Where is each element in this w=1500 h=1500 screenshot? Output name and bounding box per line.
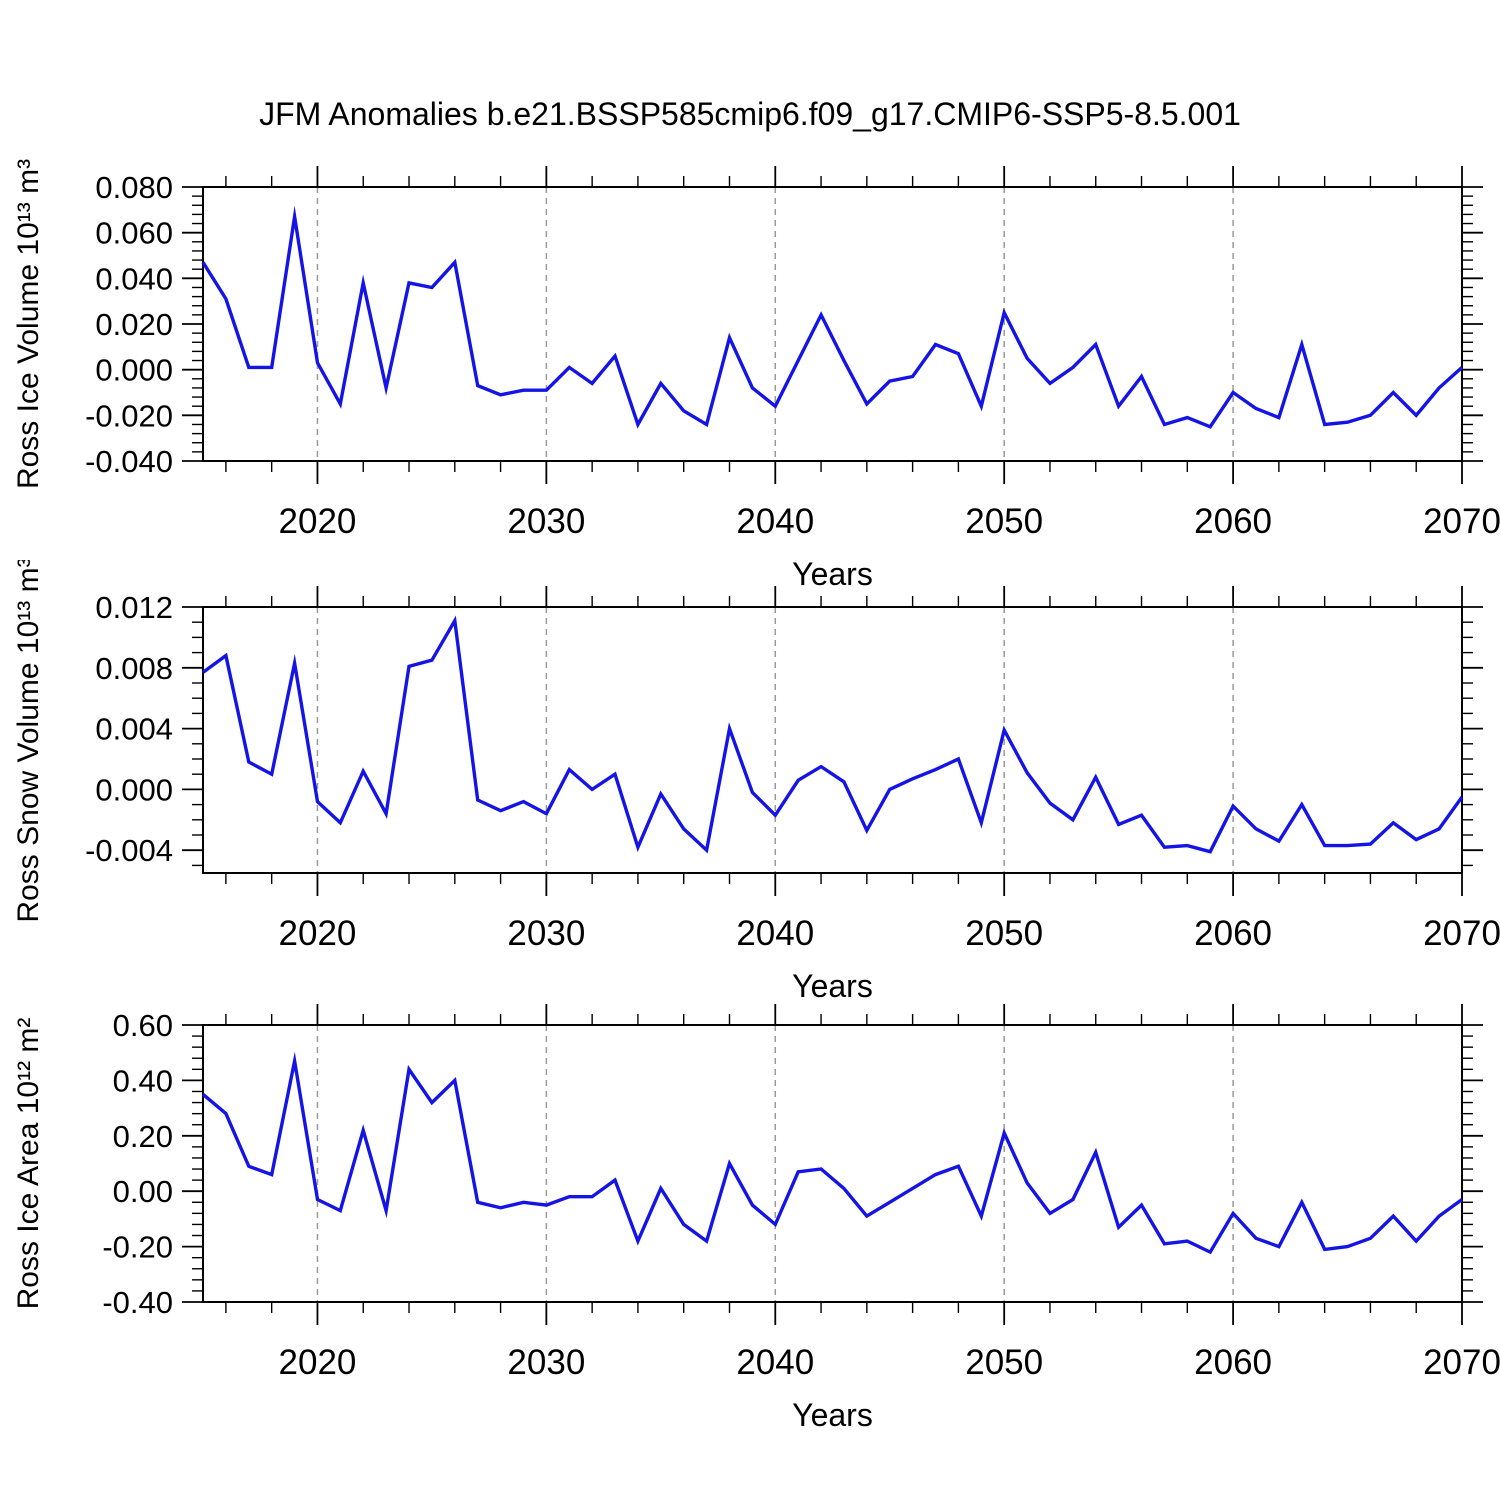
y-tick-label: 0.020 xyxy=(95,307,173,342)
plot-border xyxy=(202,606,1463,874)
x-tick-label: 2060 xyxy=(1194,1343,1272,1382)
ross-ice-area-line xyxy=(201,1051,1463,1255)
x-tick-label: 2040 xyxy=(736,914,814,953)
y-tick-label: 0.012 xyxy=(95,590,173,625)
y-axis-title: Ross Ice Area 10¹² m² xyxy=(12,1018,45,1310)
ross-snow-volume-chart: 0.012 0.008 0.004 0.000 -0.004 2020 2030 2040 20… xyxy=(12,557,1500,1004)
y-tick-label: 0.008 xyxy=(95,651,173,686)
y-tick-label: -0.20 xyxy=(102,1230,173,1265)
x-tick-label: 2030 xyxy=(507,1343,585,1382)
panel-ross-ice-area: 0.60 0.40 0.20 0.00 -0.20 -0.40 2020 2030 2040 20… xyxy=(0,978,1500,1440)
panel-ross-snow-volume: 0.012 0.008 0.004 0.000 -0.004 2020 2030 2040 20… xyxy=(0,557,1500,1022)
ross-ice-volume-chart: 0.080 0.060 0.040 0.020 0.000 -0.020 -0.040 202… xyxy=(12,159,1500,592)
x-tick-label: 2040 xyxy=(736,1343,814,1382)
y-tick-label: -0.020 xyxy=(85,398,173,433)
y-tick-label: 0.20 xyxy=(113,1119,173,1154)
y-tick-label: -0.040 xyxy=(85,444,173,479)
x-tick-label: 2050 xyxy=(965,502,1043,541)
x-tick-label: 2050 xyxy=(965,914,1043,953)
x-axis-title: Years xyxy=(792,556,873,592)
y-tick-label: -0.40 xyxy=(102,1285,173,1320)
y-axis-title: Ross Ice Volume 10¹³ m³ xyxy=(12,159,45,489)
panel-ross-ice-volume: 0.080 0.060 0.040 0.020 0.000 -0.020 -0.040 202… xyxy=(0,140,1500,602)
y-tick-label: 0.080 xyxy=(95,170,173,205)
y-tick-label: 0.000 xyxy=(95,772,173,807)
x-axis-title: Years xyxy=(792,968,873,1004)
x-tick-label: 2070 xyxy=(1423,1343,1500,1382)
plot-border xyxy=(202,1024,1463,1303)
y-tick-label: -0.004 xyxy=(85,833,173,868)
ross-snow-volume-line xyxy=(201,615,1464,854)
ross-ice-volume-line xyxy=(201,205,1464,429)
y-tick-label: 0.40 xyxy=(113,1063,173,1098)
x-tick-label: 2070 xyxy=(1423,502,1500,541)
y-tick-label: 0.004 xyxy=(95,712,173,747)
y-tick-label: 0.040 xyxy=(95,261,173,296)
x-tick-label: 2070 xyxy=(1423,914,1500,953)
plot-border xyxy=(202,186,1463,462)
ross-ice-area-chart: 0.60 0.40 0.20 0.00 -0.20 -0.40 2020 2030 2040 20… xyxy=(12,1004,1500,1433)
y-tick-label: 0.000 xyxy=(95,353,173,388)
x-tick-label: 2030 xyxy=(507,914,585,953)
x-tick-label: 2020 xyxy=(279,502,357,541)
y-tick-label: 0.060 xyxy=(95,216,173,251)
y-tick-label: 0.60 xyxy=(113,1008,173,1043)
chart-title: JFM Anomalies b.e21.BSSP585cmip6.f09_g17… xyxy=(259,96,1241,132)
x-tick-label: 2050 xyxy=(965,1343,1043,1382)
x-tick-label: 2060 xyxy=(1194,914,1272,953)
x-tick-label: 2040 xyxy=(736,502,814,541)
x-tick-label: 2060 xyxy=(1194,502,1272,541)
x-axis-title: Years xyxy=(792,1397,873,1433)
x-tick-label: 2020 xyxy=(279,914,357,953)
y-axis-title: Ross Snow Volume 10¹³ m³ xyxy=(12,560,45,923)
x-tick-label: 2030 xyxy=(507,502,585,541)
y-tick-label: 0.00 xyxy=(113,1174,173,1209)
x-tick-label: 2020 xyxy=(279,1343,357,1382)
